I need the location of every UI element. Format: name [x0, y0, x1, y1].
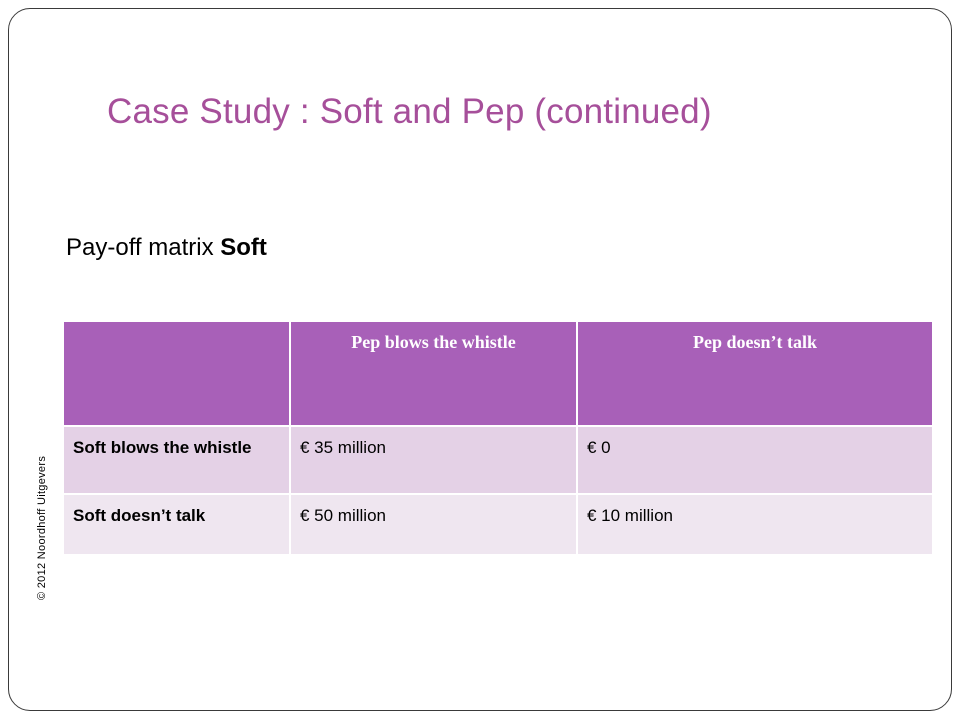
column-header-pep-blows: Pep blows the whistle: [290, 322, 578, 426]
slide-title: Case Study : Soft and Pep (continued): [107, 92, 712, 131]
row-header-soft-silent: Soft doesn’t talk: [64, 493, 291, 554]
slide-frame: [8, 8, 952, 711]
subtitle-text: Pay-off matrix: [66, 234, 221, 261]
table-row: Soft doesn’t talk € 50 million € 10 mill…: [64, 493, 932, 554]
column-header-pep-silent: Pep doesn’t talk: [577, 322, 932, 426]
table-cell: € 10 million: [577, 493, 932, 554]
table-row: Soft blows the whistle € 35 million € 0: [64, 425, 932, 494]
table-corner-cell: [64, 322, 291, 426]
table-header-row: Pep blows the whistle Pep doesn’t talk: [64, 322, 932, 426]
slide-subtitle: Pay-off matrix Soft: [66, 234, 267, 262]
subtitle-bold-text: Soft: [220, 234, 267, 261]
row-header-soft-blows: Soft blows the whistle: [64, 425, 291, 494]
table-cell: € 50 million: [290, 493, 578, 554]
table-cell: € 35 million: [290, 425, 578, 494]
payoff-matrix-table: Pep blows the whistle Pep doesn’t talk S…: [64, 322, 932, 554]
copyright-notice: © 2012 Noordhoff Uitgevers: [36, 455, 48, 600]
table-cell: € 0: [577, 425, 932, 494]
